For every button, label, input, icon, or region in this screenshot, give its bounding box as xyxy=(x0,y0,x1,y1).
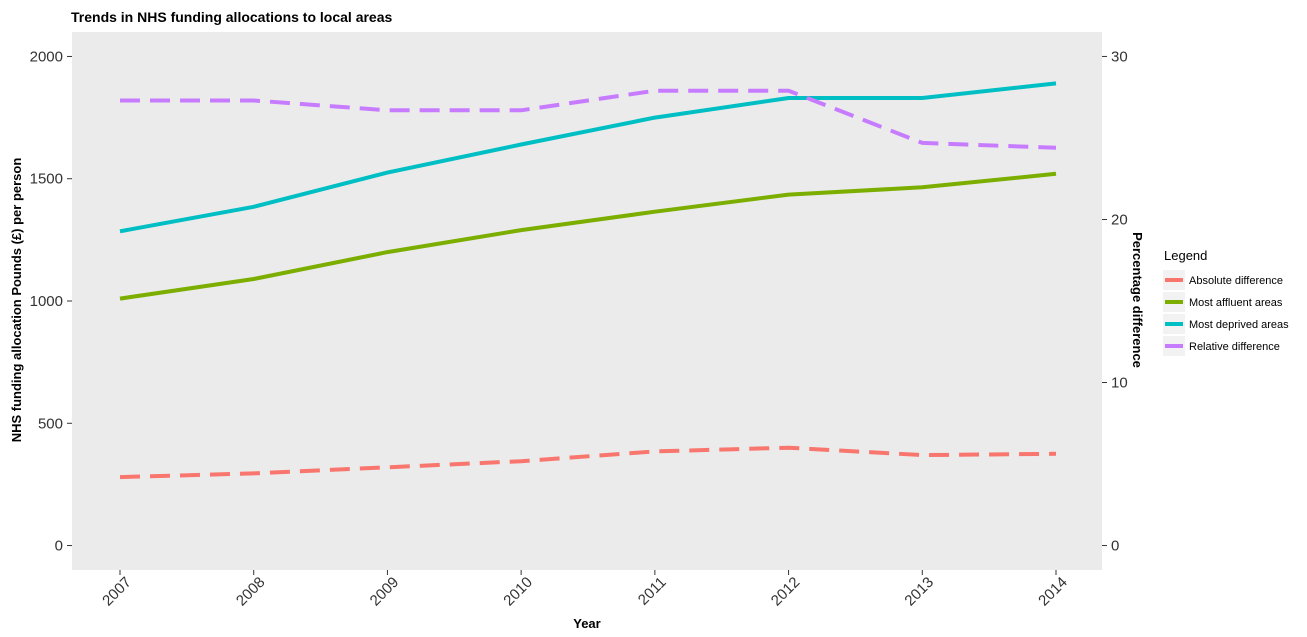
right-axis: 0 10 20 30 xyxy=(1102,48,1128,555)
y-right-tick-label: 20 xyxy=(1111,211,1128,228)
y-left-tick-label: 1500 xyxy=(30,171,63,188)
y-left-tick-label: 500 xyxy=(38,415,63,432)
y-right-tick-label: 10 xyxy=(1111,375,1128,392)
x-tick-label: 2010 xyxy=(500,574,536,610)
y-axis-right-title: Percentage difference xyxy=(1130,232,1145,368)
legend-title: Legend xyxy=(1164,248,1207,263)
legend-label-relative-difference: Relative difference xyxy=(1189,341,1280,353)
x-tick-label: 2007 xyxy=(99,574,135,610)
y-right-tick-label: 30 xyxy=(1111,48,1128,65)
series-layer xyxy=(119,81,1057,480)
x-tick-label: 2012 xyxy=(768,574,804,610)
series-line-most-affluent-areas xyxy=(119,171,1057,301)
x-axis: 2007 2008 2009 2010 2011 2012 2013 2014 xyxy=(99,570,1071,609)
legend-label-absolute-difference: Absolute difference xyxy=(1189,275,1283,287)
y-left-tick-label: 0 xyxy=(55,538,63,555)
y-axis-left-title: NHS funding allocation Pounds (£) per pe… xyxy=(9,158,24,443)
legend-label-most-deprived-areas: Most deprived areas xyxy=(1189,319,1289,331)
x-tick-label: 2014 xyxy=(1035,574,1071,610)
y-left-tick-label: 2000 xyxy=(30,48,63,65)
series-line-absolute-difference xyxy=(119,445,1057,480)
y-left-tick-label: 1000 xyxy=(30,293,63,310)
x-tick-label: 2013 xyxy=(901,574,937,610)
series-line-relative-difference xyxy=(120,88,1057,150)
plot-panel xyxy=(72,32,1102,570)
left-axis: 0 500 1000 1500 2000 xyxy=(30,48,72,555)
x-axis-title: Year xyxy=(573,616,600,631)
chart-title: Trends in NHS funding allocations to loc… xyxy=(71,9,392,25)
x-tick-label: 2011 xyxy=(635,574,670,609)
x-tick-label: 2008 xyxy=(233,574,269,610)
series-line-most-deprived-areas xyxy=(119,81,1057,234)
y-right-tick-label: 0 xyxy=(1111,538,1119,555)
x-tick-label: 2009 xyxy=(367,574,403,610)
legend-label-most-affluent-areas: Most affluent areas xyxy=(1189,297,1283,309)
legend: Legend Absolute difference Most affluent … xyxy=(1163,248,1289,356)
